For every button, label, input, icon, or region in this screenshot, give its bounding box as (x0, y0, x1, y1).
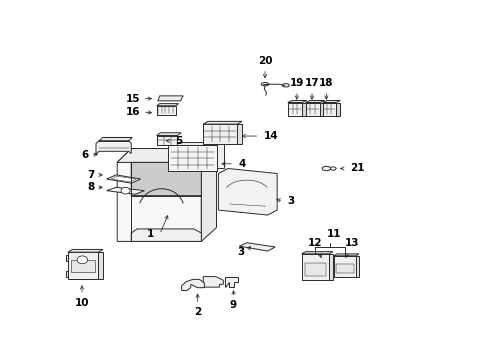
Polygon shape (175, 141, 224, 168)
Polygon shape (218, 168, 277, 215)
Polygon shape (156, 104, 178, 106)
Polygon shape (302, 103, 306, 116)
Polygon shape (96, 141, 131, 154)
Text: 20: 20 (257, 56, 272, 66)
Polygon shape (158, 96, 183, 101)
Polygon shape (66, 255, 68, 261)
Polygon shape (68, 249, 102, 252)
Bar (68, 252, 98, 279)
Polygon shape (355, 256, 358, 276)
Polygon shape (131, 162, 201, 195)
Polygon shape (156, 133, 181, 135)
Text: 14: 14 (264, 131, 278, 141)
Text: 16: 16 (126, 107, 141, 117)
Bar (333, 256, 355, 276)
Text: 10: 10 (75, 298, 89, 308)
Text: 19: 19 (289, 78, 304, 88)
Polygon shape (287, 100, 306, 103)
Text: 3: 3 (287, 196, 294, 206)
Text: 17: 17 (304, 78, 319, 88)
Text: 1: 1 (146, 229, 154, 239)
Polygon shape (319, 103, 324, 116)
Text: 18: 18 (319, 78, 333, 88)
Polygon shape (111, 176, 136, 182)
Bar (168, 145, 217, 171)
Bar (322, 103, 335, 116)
Polygon shape (322, 100, 340, 103)
Text: 21: 21 (349, 163, 364, 174)
Polygon shape (156, 106, 175, 115)
Polygon shape (224, 276, 238, 287)
Text: 15: 15 (126, 94, 141, 104)
Polygon shape (181, 279, 204, 291)
Polygon shape (66, 271, 68, 276)
Polygon shape (98, 252, 102, 279)
Ellipse shape (282, 84, 289, 87)
Polygon shape (99, 138, 132, 141)
Bar (304, 263, 325, 276)
Bar (336, 264, 353, 273)
Bar (71, 260, 95, 273)
Polygon shape (335, 103, 340, 116)
Polygon shape (203, 124, 237, 144)
Polygon shape (117, 149, 201, 242)
Polygon shape (328, 254, 332, 280)
Polygon shape (117, 149, 216, 162)
Text: 8: 8 (87, 183, 94, 192)
Text: 7: 7 (87, 170, 94, 180)
Bar (301, 254, 328, 280)
Text: 12: 12 (307, 238, 322, 248)
Text: 2: 2 (194, 307, 201, 317)
Bar (305, 103, 319, 116)
Polygon shape (156, 135, 177, 145)
Ellipse shape (261, 82, 268, 86)
Text: 13: 13 (344, 238, 359, 248)
Ellipse shape (322, 166, 330, 171)
Circle shape (77, 256, 87, 264)
Ellipse shape (330, 167, 335, 170)
Text: 3: 3 (237, 247, 244, 257)
Polygon shape (333, 254, 358, 256)
Polygon shape (239, 243, 275, 251)
Text: 5: 5 (175, 136, 183, 146)
Polygon shape (106, 187, 144, 194)
Text: 4: 4 (238, 159, 245, 169)
Polygon shape (131, 229, 201, 242)
Polygon shape (106, 175, 141, 183)
Bar (287, 103, 302, 116)
Text: 6: 6 (81, 150, 89, 159)
Polygon shape (301, 252, 332, 254)
Polygon shape (237, 124, 242, 144)
Circle shape (121, 187, 130, 194)
Text: 11: 11 (326, 229, 341, 239)
Polygon shape (203, 121, 242, 124)
Polygon shape (305, 100, 324, 103)
Polygon shape (201, 149, 216, 242)
Text: 9: 9 (229, 301, 237, 310)
Polygon shape (203, 276, 223, 287)
